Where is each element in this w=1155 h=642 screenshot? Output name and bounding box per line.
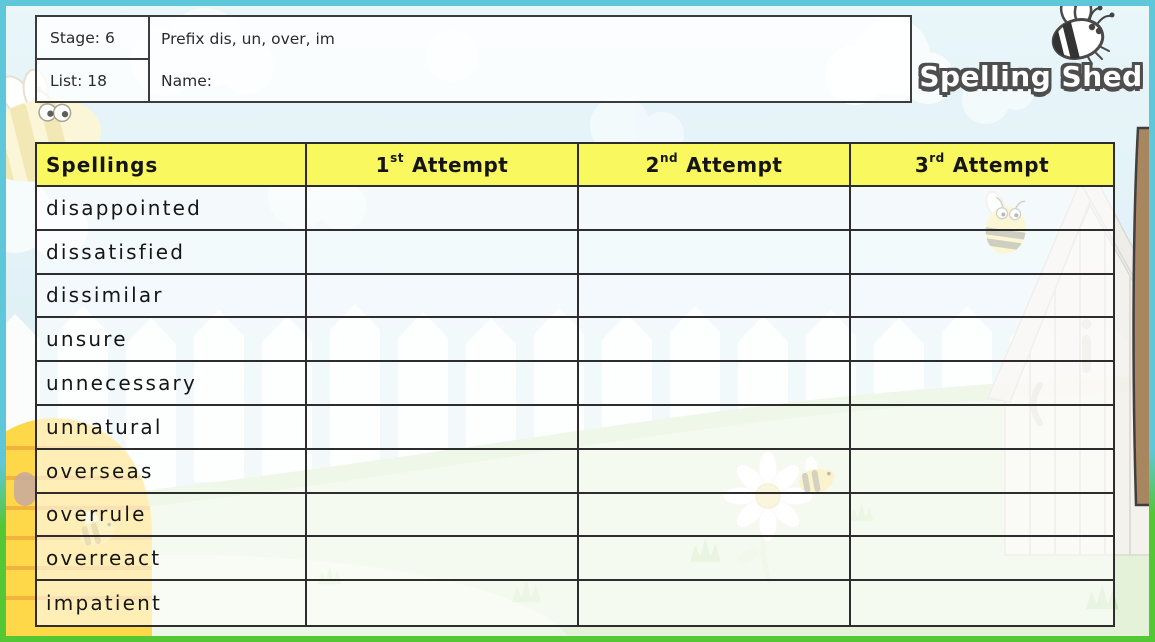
attempt-cell xyxy=(849,230,1113,275)
attempt-cell xyxy=(305,449,577,494)
logo-title: Spelling Shed xyxy=(919,60,1143,93)
attempt-cell xyxy=(849,581,1113,625)
attempt-cell xyxy=(305,230,577,275)
attempt-cell xyxy=(305,405,577,450)
attempt-cell xyxy=(577,230,849,275)
stage-label: Stage: 6 xyxy=(37,17,150,60)
attempt-cell xyxy=(305,187,577,231)
attempt-cell xyxy=(849,449,1113,494)
attempt-cell xyxy=(577,187,849,231)
word-list-title: Prefix dis, un, over, im xyxy=(161,29,335,48)
page-border-bottom xyxy=(0,636,1155,642)
attempt-cell xyxy=(577,274,849,319)
spelling-word: unnatural xyxy=(37,405,305,450)
attempt-cell xyxy=(305,493,577,538)
spelling-word: unsure xyxy=(37,318,305,363)
spelling-word: disappointed xyxy=(37,187,305,231)
attempt-cell xyxy=(305,318,577,363)
bee-icon xyxy=(1049,3,1115,65)
worksheet-info-box: Stage: 6 Prefix dis, un, over, im List: … xyxy=(35,15,912,103)
attempt-label: Attempt xyxy=(411,152,509,177)
spelling-word: overrule xyxy=(37,493,305,538)
attempt-number: 3 xyxy=(914,152,930,177)
spelling-word: impatient xyxy=(37,581,305,625)
attempt-cell xyxy=(577,318,849,363)
attempt-number: 1 xyxy=(375,152,391,177)
spelling-word: overreact xyxy=(37,537,305,582)
attempt-label: Attempt xyxy=(686,152,783,177)
attempt-cell xyxy=(849,318,1113,363)
page-border-right xyxy=(1149,0,1155,642)
spelling-word: dissatisfied xyxy=(37,230,305,275)
attempt-cell xyxy=(849,537,1113,582)
attempt-cell xyxy=(849,274,1113,319)
attempt-number: 2 xyxy=(645,152,660,177)
attempt-cell xyxy=(577,537,849,582)
attempt-cell xyxy=(849,362,1113,406)
attempt-cell xyxy=(577,581,849,625)
ordinal-suffix: st xyxy=(390,150,404,165)
spelling-word: unnecessary xyxy=(37,362,305,406)
attempt-cell xyxy=(305,274,577,319)
attempt-cell xyxy=(849,187,1113,231)
list-label: List: 18 xyxy=(37,60,150,101)
page-border-top xyxy=(0,0,1155,6)
spelling-shed-logo: Spelling Shed xyxy=(917,0,1147,110)
attempt-cell xyxy=(305,581,577,625)
spelling-word: overseas xyxy=(37,449,305,494)
attempt-cell xyxy=(849,405,1113,450)
name-label: Name: xyxy=(161,71,212,90)
attempt-cell xyxy=(577,493,849,538)
attempt-cell xyxy=(849,493,1113,538)
ordinal-suffix: rd xyxy=(929,150,945,165)
page-border-left xyxy=(0,0,6,642)
ordinal-suffix: nd xyxy=(659,150,679,165)
attempt-cell xyxy=(577,449,849,494)
attempt-cell xyxy=(577,405,849,450)
attempt-cell xyxy=(577,362,849,406)
attempt-cell xyxy=(305,537,577,582)
attempt-label: Attempt xyxy=(952,152,1050,177)
spelling-word: dissimilar xyxy=(37,274,305,319)
column-header-spellings: Spellings xyxy=(37,144,305,187)
attempt-cell xyxy=(305,362,577,406)
